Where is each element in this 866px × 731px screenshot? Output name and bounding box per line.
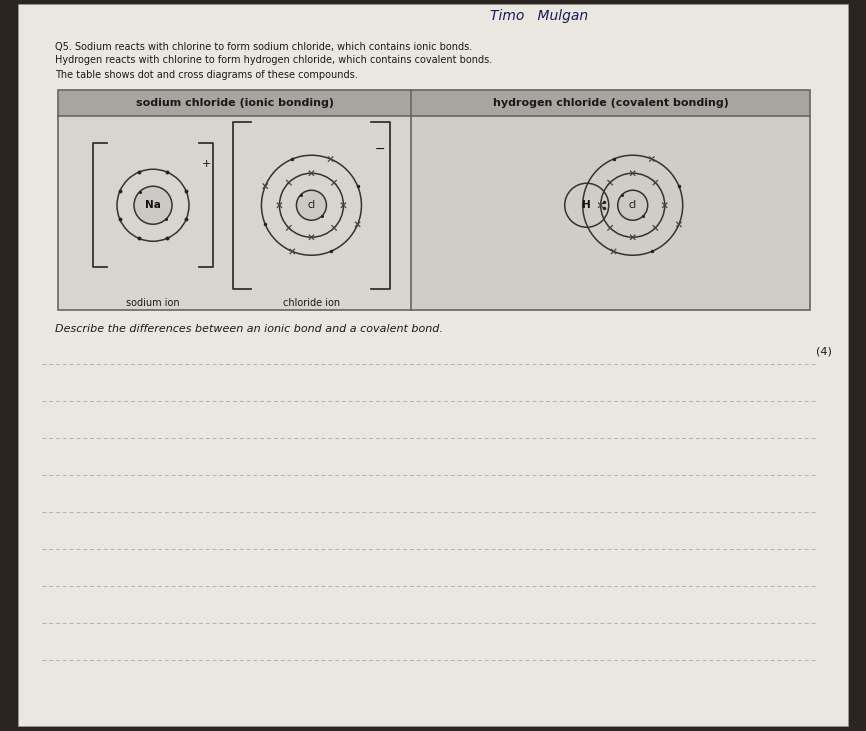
Text: cl: cl: [629, 200, 637, 211]
Circle shape: [134, 186, 172, 224]
Text: +: +: [202, 159, 211, 170]
Bar: [58, 90, 810, 310]
Text: (4): (4): [816, 346, 832, 356]
FancyBboxPatch shape: [18, 4, 848, 726]
Bar: [58, 90, 411, 116]
Text: chloride ion: chloride ion: [283, 298, 340, 308]
Bar: [411, 116, 810, 310]
Text: sodium chloride (ionic bonding): sodium chloride (ionic bonding): [136, 98, 333, 108]
Text: The table shows dot and cross diagrams of these compounds.: The table shows dot and cross diagrams o…: [55, 70, 358, 80]
Text: sodium ion: sodium ion: [126, 298, 180, 308]
Text: Q5. Sodium reacts with chlorine to form sodium chloride, which contains ionic bo: Q5. Sodium reacts with chlorine to form …: [55, 42, 472, 52]
Bar: [58, 116, 411, 310]
Circle shape: [296, 190, 326, 220]
Bar: [411, 90, 810, 116]
Text: Describe the differences between an ionic bond and a covalent bond.: Describe the differences between an ioni…: [55, 324, 443, 334]
Text: hydrogen chloride (covalent bonding): hydrogen chloride (covalent bonding): [493, 98, 728, 108]
Text: Hydrogen reacts with chlorine to form hydrogen chloride, which contains covalent: Hydrogen reacts with chlorine to form hy…: [55, 55, 492, 65]
Text: −: −: [374, 143, 385, 156]
Text: cl: cl: [307, 200, 315, 211]
Text: Timo   Mulgan: Timo Mulgan: [490, 9, 588, 23]
Circle shape: [617, 190, 648, 220]
Text: H: H: [582, 200, 591, 211]
Text: Na: Na: [145, 200, 161, 211]
